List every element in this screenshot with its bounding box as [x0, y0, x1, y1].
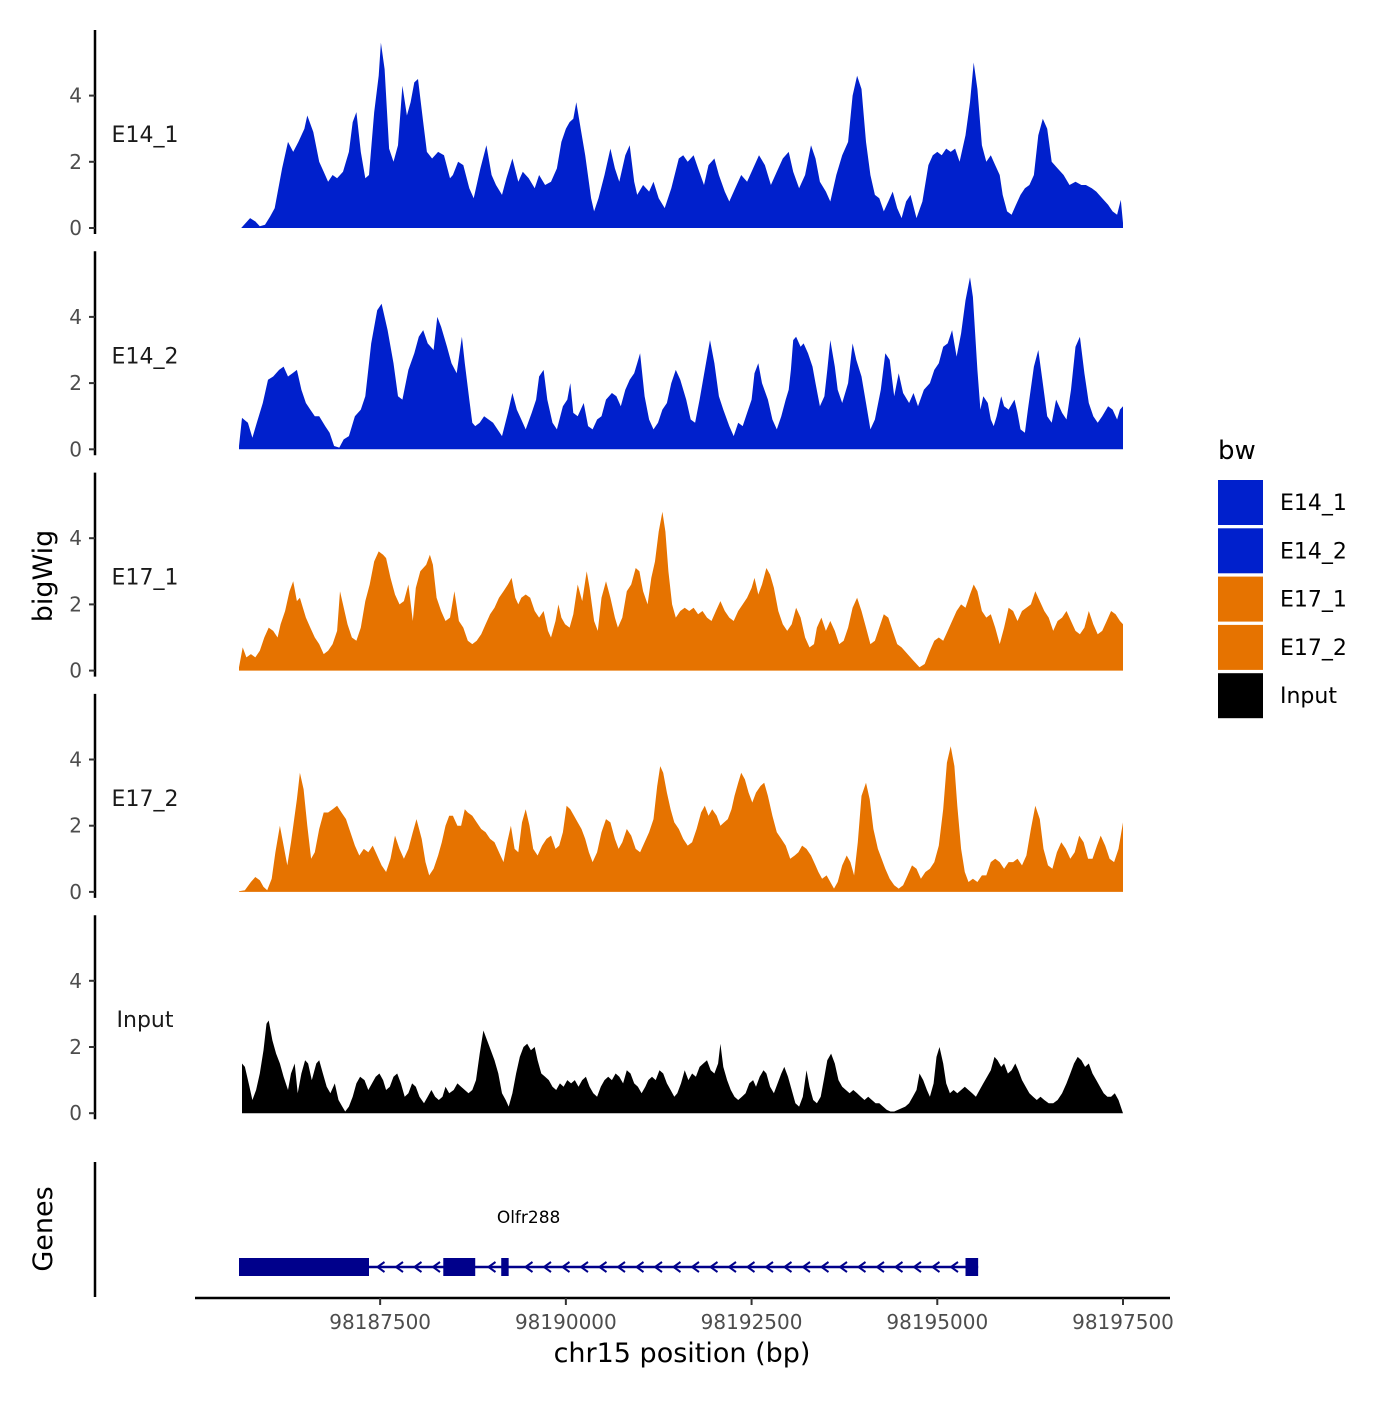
coverage-tracks: 0 2 4 E14_1 0 2 4 E14_2 0 2 4 E17_1 0 2 4 E17_2 0 2 4 Input — [69, 30, 1123, 1125]
strand-arrow — [579, 1261, 589, 1273]
track-label-e17-1: E17_1 — [112, 566, 179, 591]
track-panel-e14-2: 0 2 4 E14_2 — [69, 251, 1123, 461]
x-tick-label-98190000: 98190000 — [515, 1310, 617, 1334]
y-tick-label-e17-2-0: 0 — [69, 880, 82, 904]
strand-arrow — [764, 1261, 774, 1273]
exon-4 — [965, 1258, 979, 1276]
track-label-e14-1: E14_1 — [112, 123, 179, 148]
y-tick-label-e14-2-4: 4 — [69, 305, 82, 329]
track-label-e14-2: E14_2 — [112, 344, 179, 369]
y-tick-label-e14-2-2: 2 — [69, 371, 82, 395]
track-panel-input: 0 2 4 Input — [69, 915, 1123, 1125]
genes-track: Genes Olfr288 — [28, 1162, 979, 1297]
strand-arrow — [634, 1261, 645, 1273]
legend-items: E14_1 E14_2 E17_1 E17_2 Input — [1218, 480, 1347, 719]
y-tick-label-e14-1-0: 0 — [69, 216, 82, 240]
y-tick-label-e17-2-4: 4 — [69, 748, 82, 772]
legend-label-e17-2: E17_2 — [1280, 636, 1347, 661]
strand-arrow — [523, 1261, 534, 1273]
legend-item-e14-2: E14_2 — [1218, 528, 1347, 574]
strand-arrow — [671, 1261, 682, 1273]
y-tick-label-e17-2-2: 2 — [69, 814, 82, 838]
legend-item-e17-1: E17_1 — [1218, 576, 1347, 622]
strand-arrow — [486, 1261, 497, 1273]
strand-arrow — [801, 1261, 811, 1273]
strand-arrow — [597, 1261, 608, 1273]
y-tick-label-e14-1-2: 2 — [69, 150, 82, 174]
y-tick-label-e17-1-0: 0 — [69, 659, 82, 683]
y-tick-label-e17-1-2: 2 — [69, 592, 82, 616]
track-panel-e17-1: 0 2 4 E17_1 — [69, 472, 1123, 683]
strand-arrow — [542, 1261, 552, 1273]
track-panel-e14-1: 0 2 4 E14_1 — [69, 30, 1123, 240]
strand-arrow — [708, 1261, 719, 1273]
strand-arrow — [893, 1261, 904, 1273]
y-tick-label-e17-1-4: 4 — [69, 526, 82, 550]
y-tick-label-input-0: 0 — [69, 1101, 82, 1125]
legend-swatch-e14-1 — [1218, 480, 1263, 525]
strand-arrow — [782, 1261, 793, 1273]
strand-arrow — [745, 1261, 756, 1273]
genes-track-label: Genes — [28, 1186, 59, 1271]
legend-label-e14-2: E14_2 — [1280, 539, 1347, 564]
coverage-area-e17-2 — [239, 746, 1123, 892]
strand-arrow — [690, 1261, 700, 1273]
strand-arrow — [727, 1261, 737, 1273]
legend-label-input: Input — [1280, 684, 1337, 709]
exon-1 — [239, 1258, 369, 1276]
exon-3 — [501, 1258, 509, 1276]
y-axis-title: bigWig — [28, 530, 59, 623]
x-tick-label-98187500: 98187500 — [329, 1310, 431, 1334]
track-label-input: Input — [117, 1008, 174, 1033]
x-tick-label-98197500: 98197500 — [1072, 1310, 1174, 1334]
strand-arrow — [875, 1261, 885, 1273]
strand-arrow — [930, 1261, 941, 1273]
strand-arrow — [838, 1261, 848, 1273]
legend-item-e14-1: E14_1 — [1218, 480, 1347, 525]
gene-model-olfr288 — [239, 1258, 979, 1276]
y-tick-label-e14-2-0: 0 — [69, 437, 82, 461]
y-tick-label-input-2: 2 — [69, 1035, 82, 1059]
strand-arrow — [431, 1261, 441, 1273]
coverage-area-input — [242, 1020, 1123, 1114]
exon-2 — [443, 1258, 476, 1276]
strand-arrow — [819, 1261, 830, 1273]
track-label-e17-2: E17_2 — [112, 787, 179, 812]
strand-arrow — [375, 1261, 386, 1273]
strand-arrow — [949, 1261, 959, 1273]
strand-arrow — [560, 1261, 571, 1273]
legend-item-e17-2: E17_2 — [1218, 624, 1347, 670]
x-tick-label-98195000: 98195000 — [886, 1310, 988, 1334]
coverage-area-e14-1 — [241, 42, 1123, 228]
strand-arrow — [412, 1261, 423, 1273]
gene-name-label: Olfr288 — [497, 1208, 561, 1228]
legend-swatch-input — [1218, 673, 1263, 719]
strand-arrow — [653, 1261, 663, 1273]
legend-label-e14-1: E14_1 — [1280, 491, 1347, 516]
y-tick-label-e14-1-4: 4 — [69, 84, 82, 108]
track-panel-e17-2: 0 2 4 E17_2 — [69, 693, 1123, 904]
strand-arrow — [616, 1261, 626, 1273]
x-axis: 98187500 98190000 98192500 98195000 98197500… — [195, 1296, 1174, 1369]
y-tick-label-input-4: 4 — [69, 969, 82, 993]
legend-item-input: Input — [1218, 673, 1337, 719]
legend-title: bw — [1218, 436, 1256, 466]
strand-arrow — [912, 1261, 922, 1273]
x-tick-label-98192500: 98192500 — [701, 1310, 803, 1334]
x-axis-title: chr15 position (bp) — [554, 1338, 811, 1369]
legend-label-e17-1: E17_1 — [1280, 588, 1347, 613]
legend-swatch-e17-2 — [1218, 624, 1263, 670]
coverage-area-e17-1 — [239, 511, 1123, 671]
legend: bw E14_1 E14_2 E17_1 E17_2 Input — [1218, 436, 1347, 719]
strand-arrow — [856, 1261, 867, 1273]
legend-swatch-e14-2 — [1218, 528, 1263, 574]
coverage-area-e14-2 — [239, 277, 1123, 450]
legend-swatch-e17-1 — [1218, 576, 1263, 622]
x-axis-ticks: 98187500 98190000 98192500 98195000 98197500 — [329, 1298, 1174, 1334]
strand-arrow — [394, 1261, 404, 1273]
